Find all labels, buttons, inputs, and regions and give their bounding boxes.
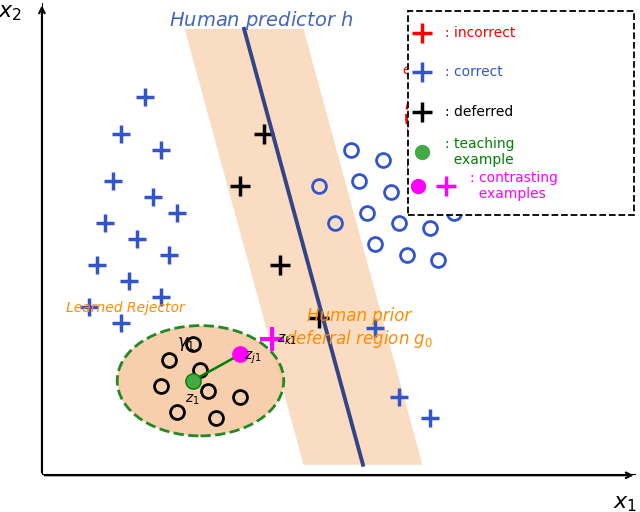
Text: Learned Rejector: Learned Rejector [66,302,184,315]
Text: : incorrect: : incorrect [445,26,515,39]
Polygon shape [184,29,422,465]
FancyBboxPatch shape [408,11,634,216]
Circle shape [117,326,284,436]
Text: $x_2$: $x_2$ [0,3,22,23]
Text: : correct: : correct [445,66,502,79]
Text: : contrasting
  examples: : contrasting examples [470,171,558,201]
Text: $\gamma_1$: $\gamma_1$ [177,335,195,353]
Text: Human prior
deferral region $g_0$: Human prior deferral region $g_0$ [285,307,433,350]
Text: $x_1$: $x_1$ [612,494,637,512]
Text: error region: error region [403,62,485,76]
Text: : teaching
  example: : teaching example [445,137,514,167]
Text: $z_{j1}$: $z_{j1}$ [244,350,261,366]
Text: $z_1$: $z_1$ [184,393,199,407]
Text: Human predictor $h$: Human predictor $h$ [169,9,353,32]
Text: $z_{k1}$: $z_{k1}$ [276,333,297,347]
Text: : deferred: : deferred [445,105,513,119]
